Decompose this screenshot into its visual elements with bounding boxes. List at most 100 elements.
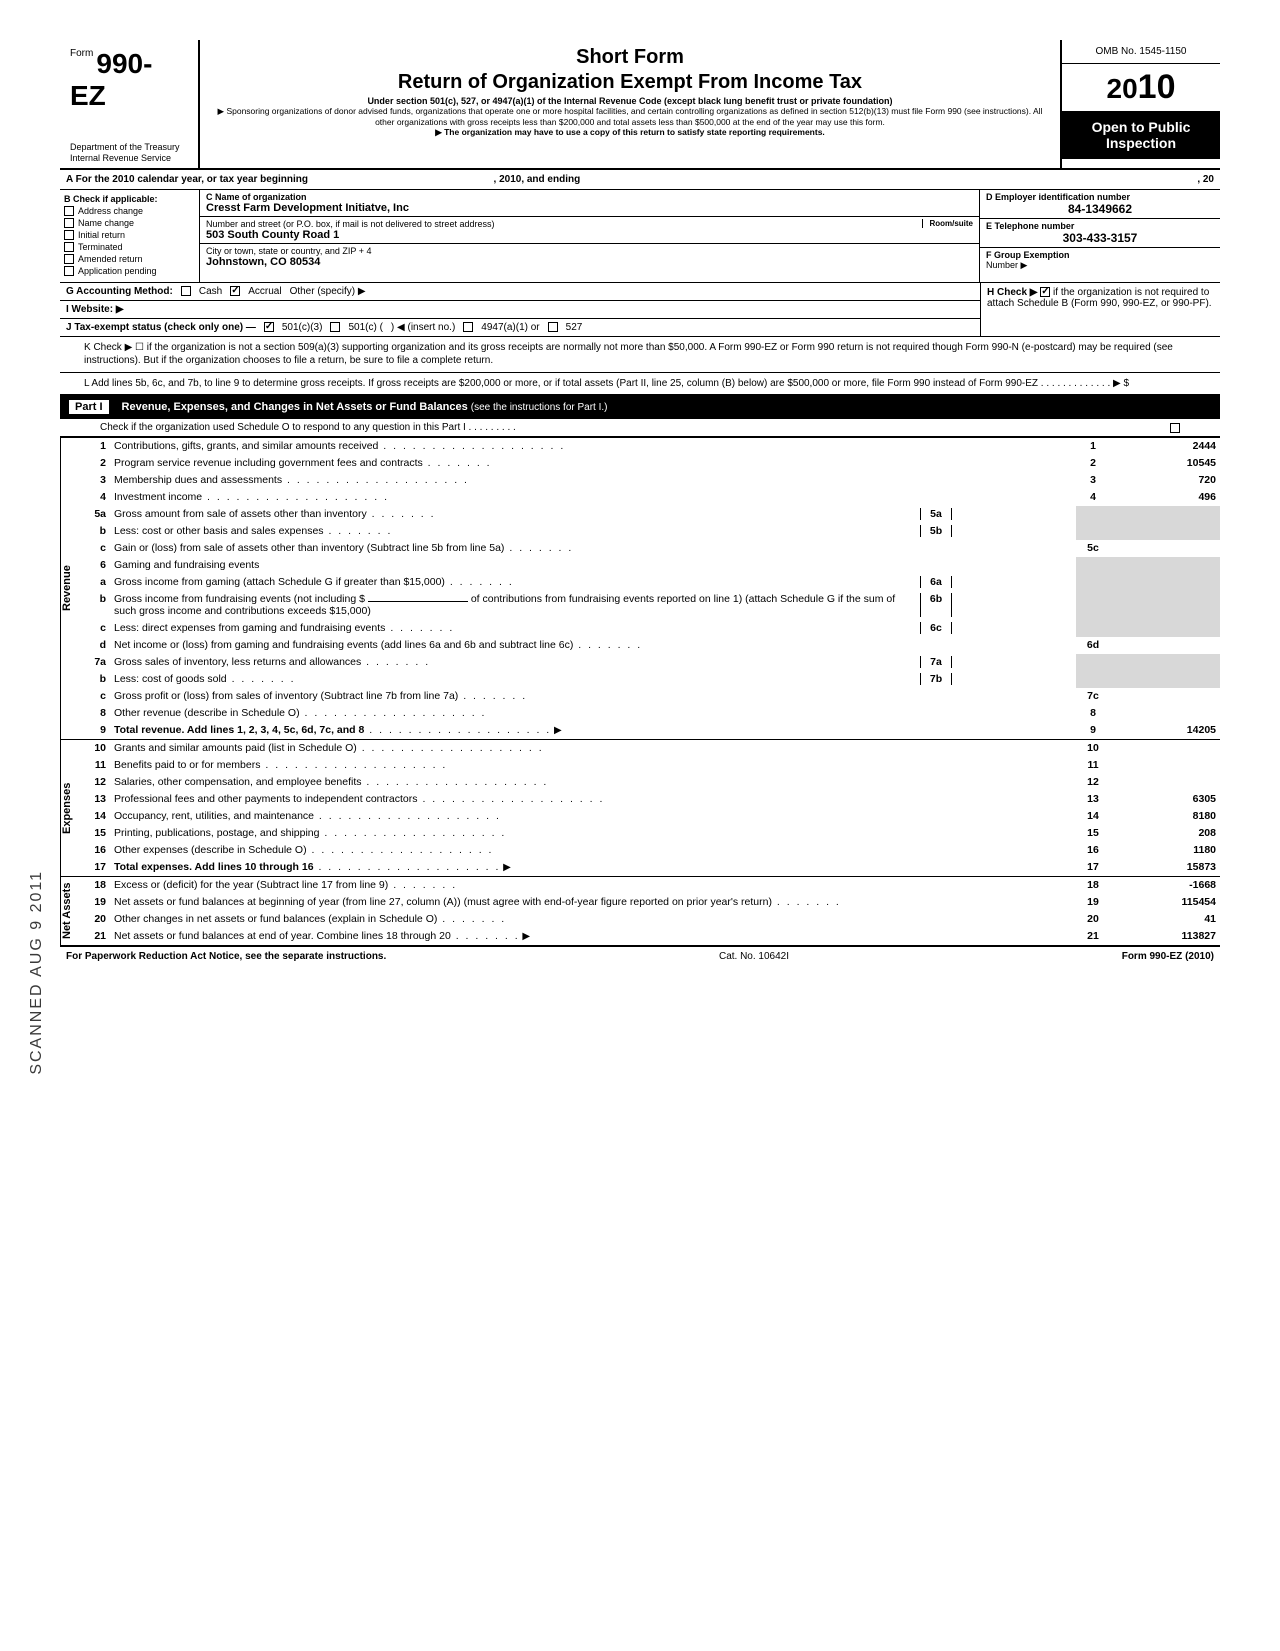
footer-left: For Paperwork Reduction Act Notice, see … xyxy=(66,951,386,962)
line-label: Benefits paid to or for members xyxy=(114,759,260,771)
line-num: c xyxy=(82,688,110,705)
line-label: Gross sales of inventory, less returns a… xyxy=(114,656,361,668)
line-val xyxy=(1110,540,1220,557)
c-name-value: Cresst Farm Development Initiatve, Inc xyxy=(206,202,973,214)
row-a-mid: , 2010, and ending xyxy=(494,174,581,185)
line-val: 2444 xyxy=(1110,438,1220,455)
check-4947[interactable] xyxy=(463,322,473,332)
check-initial-return[interactable]: Initial return xyxy=(64,230,195,240)
line-num: b xyxy=(82,671,110,688)
line-num: 3 xyxy=(82,472,110,489)
line-num: 17 xyxy=(82,859,110,876)
line-num: 15 xyxy=(82,825,110,842)
line-box: 12 xyxy=(1076,774,1110,791)
open-to-public: Open to Public Inspection xyxy=(1062,111,1220,159)
revenue-table: 1 Contributions, gifts, grants, and simil… xyxy=(82,438,1220,739)
check-app-pending[interactable]: Application pending xyxy=(64,266,195,276)
check-amended[interactable]: Amended return xyxy=(64,254,195,264)
footer-right: Form 990-EZ (2010) xyxy=(1122,951,1214,962)
line-box: 6d xyxy=(1076,637,1110,654)
check-o-text: Check if the organization used Schedule … xyxy=(100,422,516,433)
line-label: Net income or (loss) from gaming and fun… xyxy=(114,639,573,651)
line-val: 41 xyxy=(1110,911,1220,928)
line-label: Gross profit or (loss) from sales of inv… xyxy=(114,690,458,702)
col-de: D Employer identification number 84-1349… xyxy=(980,190,1220,282)
f-label: F Group Exemption xyxy=(986,250,1214,260)
check-name-change[interactable]: Name change xyxy=(64,218,195,228)
line-label: Gross amount from sale of assets other t… xyxy=(114,508,367,520)
inner-box: 7a xyxy=(920,656,952,668)
line-box: 16 xyxy=(1076,842,1110,859)
line-val xyxy=(1110,740,1220,757)
line-val: 208 xyxy=(1110,825,1220,842)
col-b: B Check if applicable: Address change Na… xyxy=(60,190,200,282)
c-city-value: Johnstown, CO 80534 xyxy=(206,256,973,268)
row-a-right: , 20 xyxy=(1191,170,1220,189)
dept-line1: Department of the Treasury xyxy=(70,142,188,153)
check-address-change[interactable]: Address change xyxy=(64,206,195,216)
part-1-label: Part I xyxy=(68,399,110,415)
year-prefix: 20 xyxy=(1107,73,1138,104)
row-a-left: A For the 2010 calendar year, or tax yea… xyxy=(66,174,308,185)
check-527[interactable] xyxy=(548,322,558,332)
part-1-title: Revenue, Expenses, and Changes in Net As… xyxy=(122,401,468,413)
line-num: 16 xyxy=(82,842,110,859)
fine-print-1: ▶ Sponsoring organizations of donor advi… xyxy=(210,106,1050,127)
line-label: Contributions, gifts, grants, and simila… xyxy=(114,440,378,452)
check-terminated[interactable]: Terminated xyxy=(64,242,195,252)
j-527: 527 xyxy=(566,322,583,333)
d-label: D Employer identification number xyxy=(986,192,1214,202)
expenses-side-label: Expenses xyxy=(60,740,82,876)
row-a: A For the 2010 calendar year, or tax yea… xyxy=(60,170,1220,190)
line-num: 5a xyxy=(82,506,110,523)
line-label: Less: direct expenses from gaming and fu… xyxy=(114,622,385,634)
line-val: 720 xyxy=(1110,472,1220,489)
inner-box: 6b xyxy=(920,593,952,617)
line-num: 10 xyxy=(82,740,110,757)
dept-treasury: Department of the Treasury Internal Reve… xyxy=(70,142,188,164)
row-i: I Website: ▶ xyxy=(60,301,980,319)
footer-mid: Cat. No. 10642I xyxy=(719,951,789,962)
line-num: d xyxy=(82,637,110,654)
fine-print-2: ▶ The organization may have to use a cop… xyxy=(210,127,1050,138)
check-cash[interactable] xyxy=(181,286,191,296)
line-val: 14205 xyxy=(1110,722,1220,739)
check-no-sched-b[interactable] xyxy=(1040,287,1050,297)
line-num: 11 xyxy=(82,757,110,774)
line-num: 7a xyxy=(82,654,110,671)
line-label: Less: cost of goods sold xyxy=(114,673,227,685)
inner-box: 6c xyxy=(920,622,952,634)
cb-label: Initial return xyxy=(78,230,125,240)
line-val: 113827 xyxy=(1110,928,1220,945)
j-c3: 501(c)(3) xyxy=(282,322,323,333)
cb-label: Address change xyxy=(78,206,143,216)
revenue-section: Revenue 1 Contributions, gifts, grants, a… xyxy=(60,437,1220,739)
revenue-side-label: Revenue xyxy=(60,438,82,739)
line-num: 1 xyxy=(82,438,110,455)
line-label: Printing, publications, postage, and shi… xyxy=(114,827,319,839)
line-box: 4 xyxy=(1076,489,1110,506)
line-label: Professional fees and other payments to … xyxy=(114,793,418,805)
check-schedule-o[interactable] xyxy=(1170,423,1180,433)
room-suite-label: Room/suite xyxy=(922,219,973,228)
netassets-side-label: Net Assets xyxy=(60,877,82,945)
short-form-title: Short Form xyxy=(210,46,1050,69)
d-value: 84-1349662 xyxy=(986,202,1214,216)
g-accrual: Accrual xyxy=(248,286,281,297)
j-insert: ) ◀ (insert no.) xyxy=(391,322,455,333)
main-title: Return of Organization Exempt From Incom… xyxy=(210,71,1050,94)
check-accrual[interactable] xyxy=(230,286,240,296)
line-box: 15 xyxy=(1076,825,1110,842)
e-label: E Telephone number xyxy=(986,221,1214,231)
line-label: Other revenue (describe in Schedule O) xyxy=(114,707,300,719)
line-val: 15873 xyxy=(1110,859,1220,876)
row-l: L Add lines 5b, 6c, and 7b, to line 9 to… xyxy=(60,373,1220,396)
line-val xyxy=(1110,705,1220,722)
check-501c3[interactable] xyxy=(264,322,274,332)
check-501c[interactable] xyxy=(330,322,340,332)
line-num: 14 xyxy=(82,808,110,825)
line-num: c xyxy=(82,540,110,557)
expenses-table: 10Grants and similar amounts paid (list … xyxy=(82,740,1220,876)
line-label: Salaries, other compensation, and employ… xyxy=(114,776,361,788)
line-label: Net assets or fund balances at beginning… xyxy=(114,896,772,908)
